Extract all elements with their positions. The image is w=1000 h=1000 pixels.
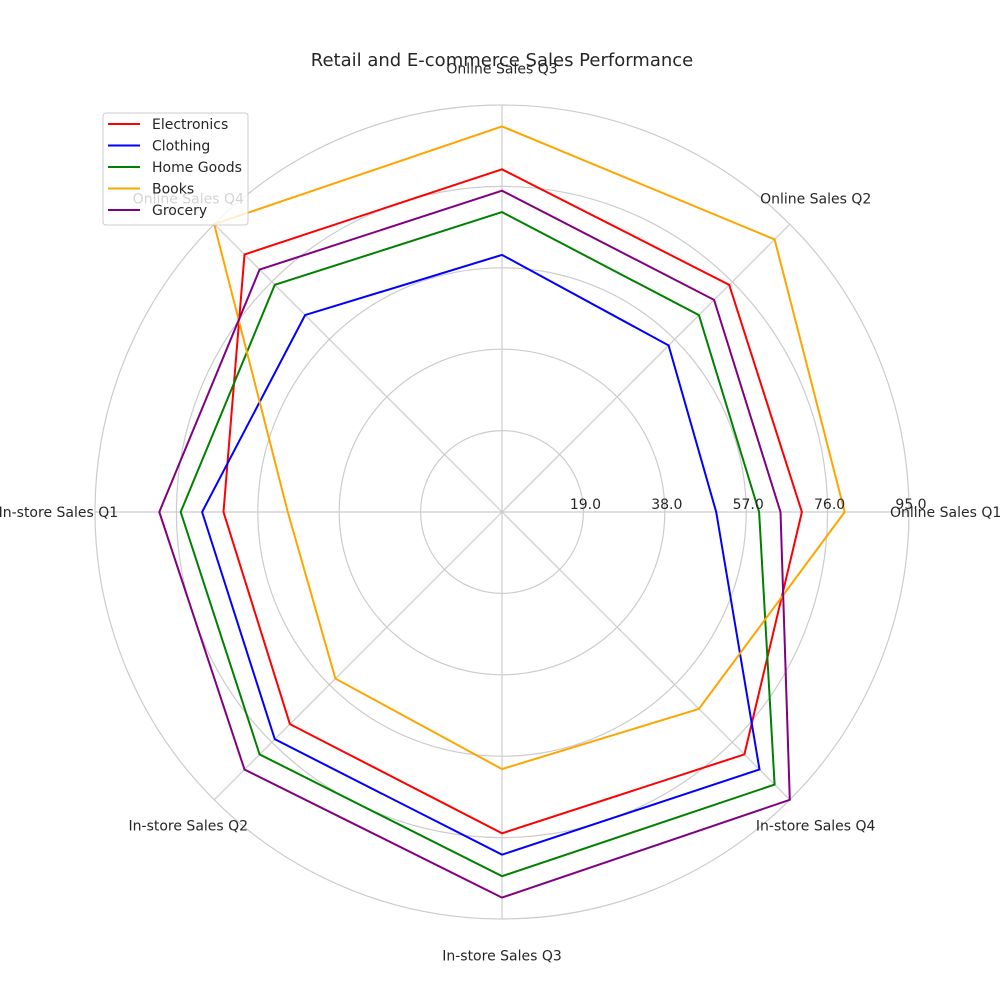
spoke-line: [213, 223, 503, 513]
series-line-clothing: [201, 253, 761, 856]
axis-label: In-store Sales Q1: [0, 505, 118, 521]
axis-labels: Online Sales Q1 Online Sales Q2 Online Sal…: [0, 61, 1000, 964]
radar-series: [158, 125, 846, 899]
series-line-books: [213, 125, 846, 771]
series-line-electronics: [222, 168, 803, 835]
radar-grid: [94, 104, 910, 920]
spoke-line: [213, 511, 503, 801]
legend-box: [102, 112, 249, 226]
spoke-line: [501, 223, 791, 513]
axis-label: Online Sales Q3: [446, 61, 557, 77]
chart-title: Retail and E-commerce Sales Performance: [311, 50, 693, 71]
axis-label: In-store Sales Q4: [756, 819, 876, 835]
legend: Electronics Clothing Home Goods Books Grocer…: [102, 112, 249, 226]
radial-tick-labels: 19.0 38.0 57.0 76.0 95.0: [570, 497, 927, 513]
spoke-line: [501, 511, 791, 801]
radial-tick-label: 57.0: [733, 497, 764, 513]
axis-label: In-store Sales Q2: [129, 819, 249, 835]
legend-label: Electronics: [152, 117, 228, 133]
axis-label: Online Sales Q1: [890, 505, 1000, 521]
radial-tick-label: 38.0: [651, 497, 682, 513]
series-line-grocery: [158, 189, 791, 899]
legend-label: Home Goods: [152, 160, 242, 176]
legend-label: Books: [152, 182, 194, 198]
series-line-home-goods: [179, 211, 776, 878]
axis-label: Online Sales Q2: [760, 191, 871, 207]
legend-label: Clothing: [152, 139, 210, 155]
axis-label: In-store Sales Q3: [442, 949, 562, 965]
radial-tick-label: 95.0: [895, 497, 926, 513]
legend-label: Grocery: [152, 203, 207, 219]
radial-tick-label: 76.0: [814, 497, 845, 513]
radial-tick-label: 19.0: [570, 497, 601, 513]
